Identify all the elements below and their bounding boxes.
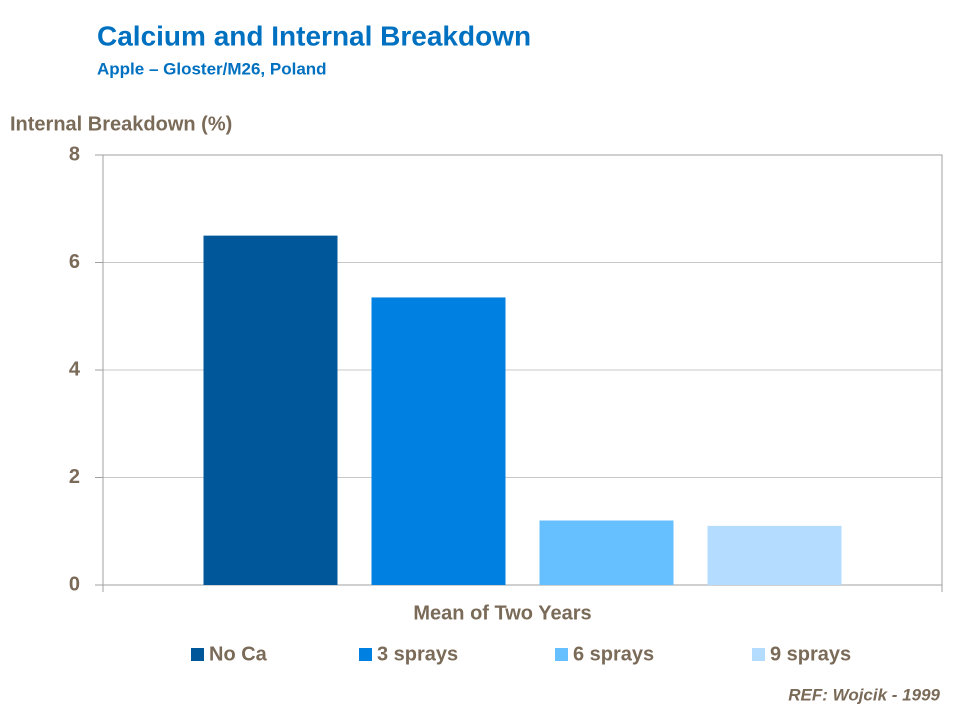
legend-swatch (555, 648, 568, 661)
legend-label: 3 sprays (377, 643, 458, 665)
y-tick-label: 8 (69, 143, 80, 165)
source: REF: Wojcik - 1999 (788, 685, 940, 704)
y-tick-label: 4 (69, 358, 81, 380)
legend-swatch (359, 648, 372, 661)
legend-label: 6 sprays (573, 643, 654, 665)
legend-swatch (752, 648, 765, 661)
y-tick-label: 2 (69, 466, 80, 488)
legend-label: 9 sprays (770, 643, 851, 665)
bar (371, 297, 506, 585)
legend-label: No Ca (209, 643, 268, 665)
bar (203, 235, 338, 585)
y-axis-title: Internal Breakdown (%) (10, 113, 232, 135)
plot-frame (102, 154, 943, 586)
x-tick-label: Mean of Two Years (413, 602, 591, 624)
chart-subtitle: Apple – Gloster/M26, Poland (97, 59, 327, 78)
bar (539, 520, 674, 585)
y-tick-label: 0 (69, 573, 80, 595)
bar (707, 525, 842, 585)
chart-title: Calcium and Internal Breakdown (97, 20, 531, 51)
y-tick-label: 6 (69, 251, 80, 273)
legend-swatch (191, 648, 204, 661)
